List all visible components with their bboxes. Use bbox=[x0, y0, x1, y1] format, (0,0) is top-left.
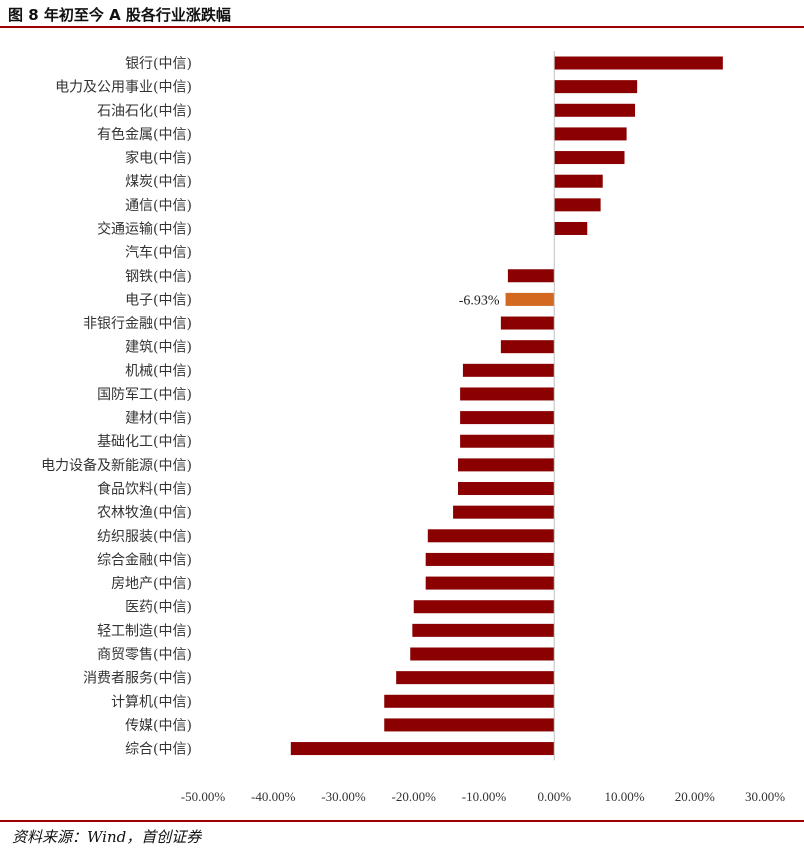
bar bbox=[384, 718, 555, 732]
category-label: 综合(中信) bbox=[125, 742, 192, 758]
bar bbox=[554, 56, 723, 70]
figure-title: 图 8 年初至今 A 股各行业涨跌幅 bbox=[8, 6, 231, 24]
bar bbox=[462, 363, 555, 377]
bar bbox=[427, 529, 555, 543]
category-labels: 银行(中信) 电力及公用事业(中信) 石油石化(中信) 有色金属(中信) 家电(中信) 煤… bbox=[41, 56, 192, 758]
x-tick-label: 20.00% bbox=[675, 789, 715, 804]
category-label: 石油石化(中信) bbox=[97, 103, 192, 119]
category-label: 煤炭(中信) bbox=[125, 174, 192, 190]
category-label: 国防军工(中信) bbox=[97, 387, 192, 403]
category-label: 非银行金融(中信) bbox=[83, 316, 192, 332]
x-tick-label: 30.00% bbox=[745, 789, 785, 804]
bar bbox=[554, 174, 603, 188]
category-label: 计算机(中信) bbox=[111, 694, 192, 710]
category-label: 家电(中信) bbox=[125, 150, 192, 167]
category-label: 消费者服务(中信) bbox=[83, 671, 192, 687]
category-label: 电子(中信) bbox=[125, 292, 192, 308]
bar bbox=[290, 742, 555, 756]
category-label: 钢铁(中信) bbox=[125, 269, 192, 285]
bar bbox=[396, 671, 555, 685]
category-label: 传媒(中信) bbox=[125, 718, 192, 734]
data-label: -6.93% bbox=[459, 293, 500, 308]
bar bbox=[458, 458, 555, 472]
bar bbox=[554, 221, 588, 235]
bar bbox=[425, 576, 555, 590]
category-label: 轻工制造(中信) bbox=[97, 623, 192, 639]
category-label: 医药(中信) bbox=[125, 600, 192, 616]
bar bbox=[460, 434, 555, 448]
bar bbox=[554, 127, 627, 141]
bar-chart: 银行(中信) 电力及公用事业(中信) 石油石化(中信) 有色金属(中信) 家电(中信) 煤… bbox=[41, 51, 785, 804]
bar bbox=[384, 694, 555, 708]
category-label: 纺织服装(中信) bbox=[97, 529, 192, 545]
bar bbox=[500, 316, 555, 330]
x-tick-label: -20.00% bbox=[392, 789, 437, 804]
category-label: 通信(中信) bbox=[125, 198, 192, 214]
bar bbox=[500, 340, 555, 354]
bar bbox=[458, 482, 555, 496]
bar bbox=[460, 411, 555, 425]
bar bbox=[554, 151, 625, 165]
bars bbox=[290, 56, 723, 756]
x-tick-label: 10.00% bbox=[604, 789, 644, 804]
category-label: 交通运输(中信) bbox=[97, 220, 192, 237]
data-labels: -6.93% bbox=[459, 293, 500, 308]
x-tick-label: -10.00% bbox=[462, 789, 507, 804]
top-rule bbox=[0, 26, 804, 28]
category-label: 机械(中信) bbox=[125, 363, 192, 379]
bar bbox=[554, 80, 638, 94]
source-note: 资料来源：Wind，首创证券 bbox=[12, 828, 202, 846]
category-label: 有色金属(中信) bbox=[97, 126, 192, 143]
category-label: 基础化工(中信) bbox=[97, 433, 192, 450]
category-label: 汽车(中信) bbox=[125, 244, 192, 261]
bar bbox=[413, 600, 555, 614]
bar bbox=[453, 505, 555, 519]
bar bbox=[410, 647, 555, 661]
bar bbox=[507, 269, 555, 283]
category-label: 商贸零售(中信) bbox=[97, 647, 192, 663]
category-label: 食品饮料(中信) bbox=[97, 481, 192, 498]
bar bbox=[425, 552, 555, 566]
bar bbox=[505, 292, 555, 306]
category-label: 建材(中信) bbox=[125, 411, 192, 427]
bar bbox=[554, 198, 601, 212]
x-tick-label: 0.00% bbox=[537, 789, 571, 804]
category-label: 农林牧渔(中信) bbox=[97, 505, 192, 521]
category-label: 建筑(中信) bbox=[125, 340, 192, 356]
x-tick-label: -50.00% bbox=[181, 789, 226, 804]
category-label: 综合金融(中信) bbox=[97, 552, 192, 568]
x-tick-label: -30.00% bbox=[321, 789, 366, 804]
bar bbox=[460, 387, 555, 401]
category-label: 银行(中信) bbox=[125, 56, 192, 72]
category-label: 电力设备及新能源(中信) bbox=[41, 457, 192, 474]
category-label: 房地产(中信) bbox=[111, 576, 192, 592]
bar bbox=[412, 623, 555, 637]
category-label: 电力及公用事业(中信) bbox=[55, 80, 192, 96]
x-tick-labels: -50.00% -40.00% -30.00% -20.00% -10.00% 0.00%… bbox=[181, 789, 785, 804]
bar bbox=[554, 103, 636, 117]
bottom-rule bbox=[0, 820, 804, 822]
x-tick-label: -40.00% bbox=[251, 789, 296, 804]
